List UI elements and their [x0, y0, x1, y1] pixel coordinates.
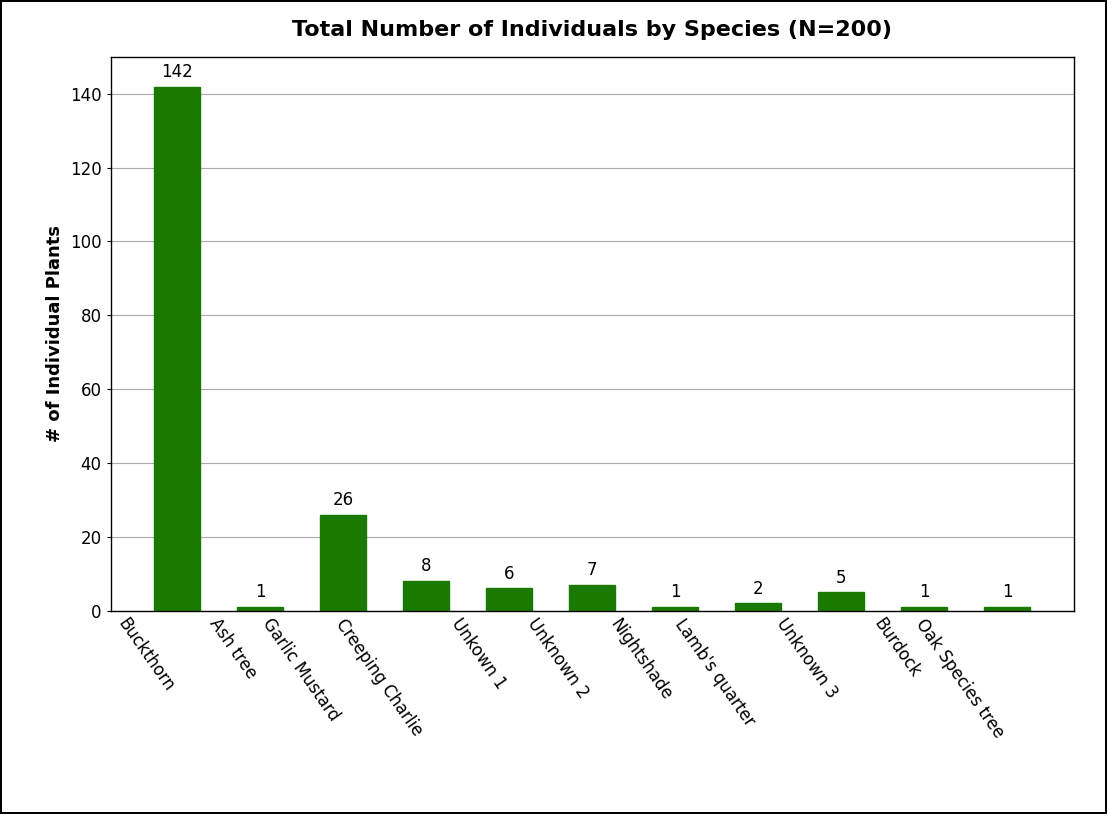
Bar: [238, 606, 283, 610]
Bar: [901, 606, 946, 610]
Text: 142: 142: [162, 63, 194, 81]
Bar: [735, 603, 782, 610]
Text: 5: 5: [836, 568, 847, 587]
Text: 1: 1: [255, 584, 266, 602]
Bar: [403, 581, 449, 610]
Text: 7: 7: [587, 561, 598, 579]
Text: 1: 1: [919, 584, 930, 602]
Text: 6: 6: [504, 565, 515, 583]
Y-axis label: # of Individual Plants: # of Individual Plants: [46, 225, 64, 442]
Bar: [569, 584, 615, 610]
Bar: [652, 606, 699, 610]
Bar: [155, 86, 200, 610]
Text: 2: 2: [753, 580, 764, 597]
Text: 1: 1: [1002, 584, 1013, 602]
Text: 1: 1: [670, 584, 681, 602]
Text: 8: 8: [421, 558, 432, 575]
Bar: [818, 592, 865, 610]
Title: Total Number of Individuals by Species (N=200): Total Number of Individuals by Species (…: [292, 20, 892, 40]
Bar: [486, 589, 532, 610]
Bar: [984, 606, 1030, 610]
Text: 26: 26: [333, 491, 354, 509]
Bar: [320, 514, 366, 610]
